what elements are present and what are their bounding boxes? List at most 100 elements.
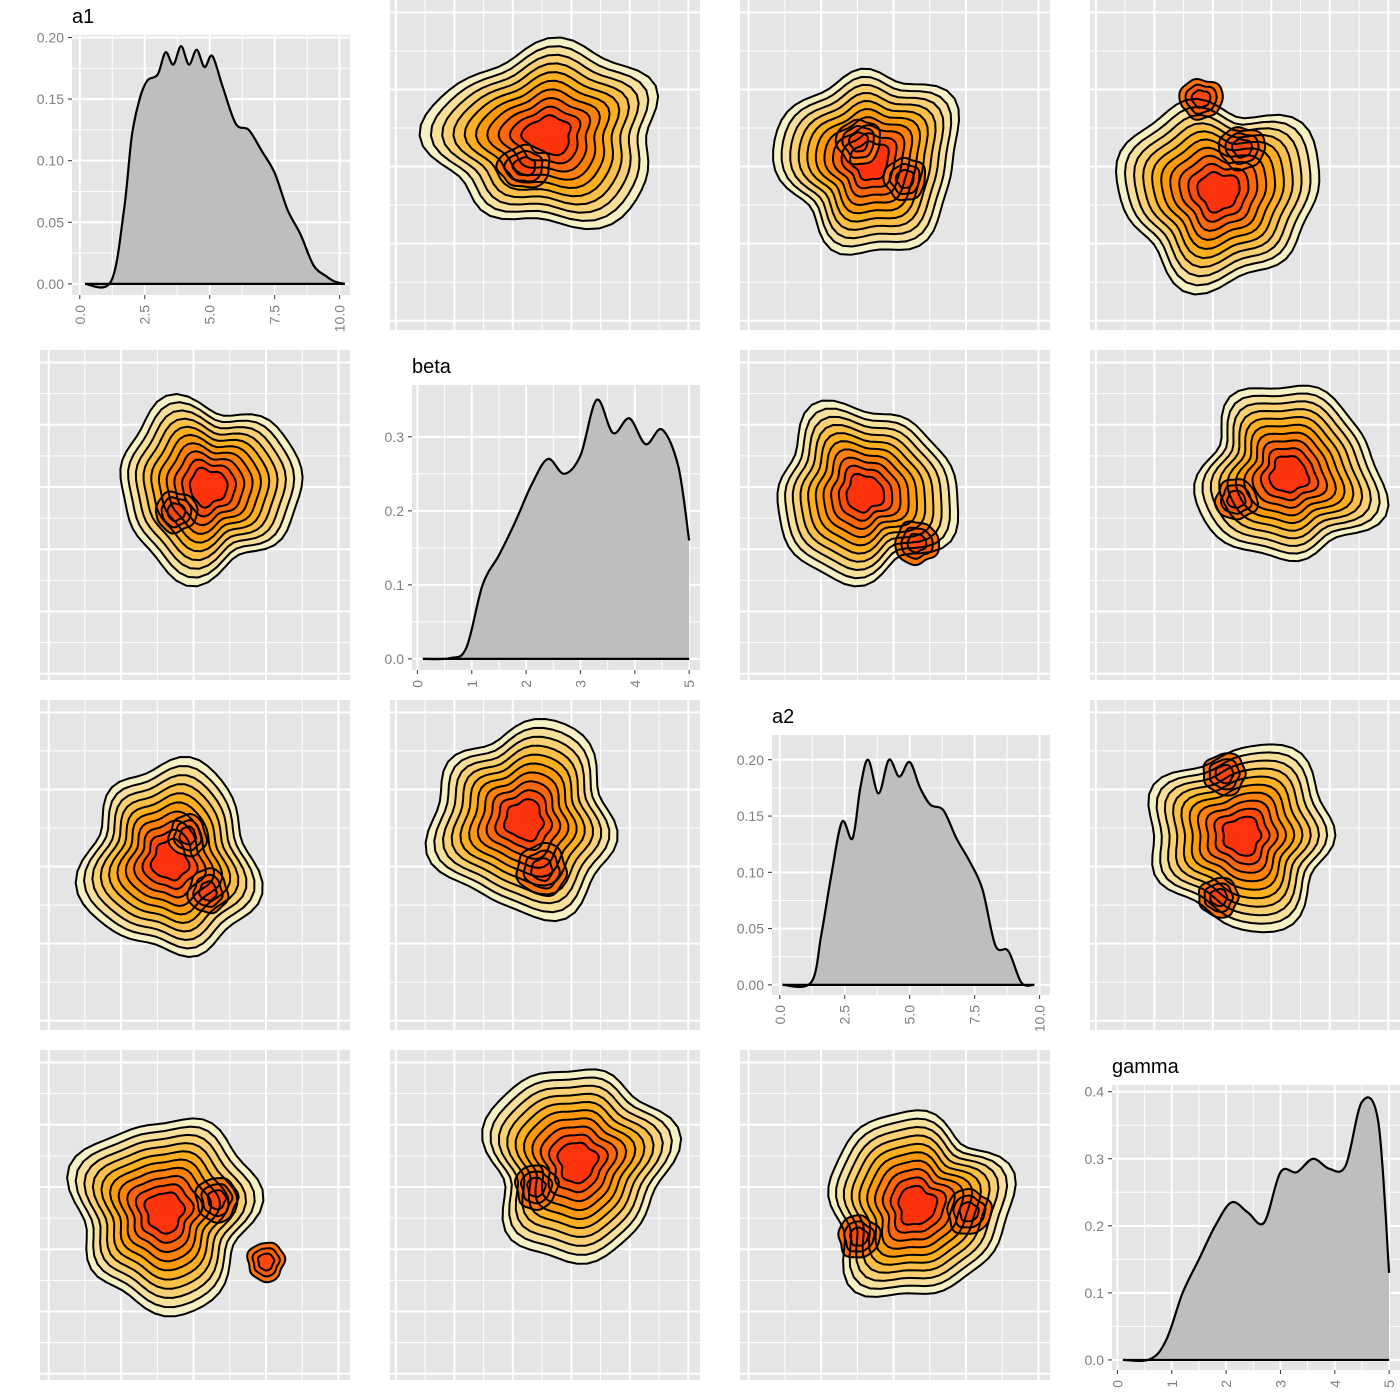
- contour-line: [789, 83, 945, 240]
- x-tick-label: 4: [627, 680, 643, 688]
- contour-line: [494, 789, 553, 852]
- contour-line: [1172, 767, 1312, 908]
- density-contours: [1147, 743, 1337, 934]
- density-contours: [1193, 384, 1390, 563]
- contour-line: [835, 1117, 1009, 1290]
- contour-line: [83, 1133, 248, 1299]
- contour-line: [1209, 400, 1372, 547]
- contour-line: [1201, 392, 1381, 555]
- contour-line: [503, 149, 544, 183]
- contour-line: [1234, 423, 1346, 525]
- contour-line: [450, 744, 594, 896]
- density-contours: [827, 1109, 1017, 1298]
- contour-line: [1188, 783, 1296, 891]
- density-contours: [424, 717, 619, 923]
- contour-line: [441, 735, 603, 905]
- contour-line: [166, 502, 187, 523]
- contour-line: [158, 433, 263, 544]
- contour-line: [889, 1176, 948, 1234]
- contour-line: [1155, 751, 1329, 925]
- y-tick-label: 0.2: [1085, 1218, 1105, 1234]
- contour-line: [1202, 752, 1247, 797]
- contour-line: [1226, 489, 1247, 509]
- contour-line: [66, 1117, 265, 1318]
- contour-panel-beta-vs-gamma: [1090, 350, 1400, 680]
- contour-line: [165, 442, 254, 535]
- contour-line: [814, 440, 919, 547]
- density-contours: [481, 1068, 683, 1265]
- x-tick-label: 4: [1327, 1380, 1343, 1388]
- density-area-beta: [422, 399, 690, 660]
- density-area-a2: [782, 759, 1035, 987]
- contour-line: [1133, 113, 1303, 278]
- y-tick-label: 0.10: [37, 153, 64, 169]
- x-tick-label: 5.0: [202, 305, 218, 325]
- contour-line: [1268, 455, 1311, 494]
- contour-line: [1214, 764, 1235, 785]
- contour-line: [502, 798, 545, 843]
- contour-line: [523, 1109, 637, 1221]
- contour-line: [74, 755, 264, 959]
- contour-line: [784, 407, 951, 580]
- y-tick-label: 0.3: [1085, 1151, 1105, 1167]
- density-contours: [66, 1117, 287, 1318]
- heat-level: [1222, 816, 1262, 856]
- x-tick-label: 2.5: [837, 1005, 853, 1025]
- contour-panel-a1-vs-gamma: [1090, 0, 1400, 330]
- heat-level: [207, 1190, 227, 1210]
- contour-line: [74, 1125, 256, 1309]
- x-tick-label: 1: [1164, 1380, 1180, 1388]
- contour-panel-a2-vs-gamma: [1090, 700, 1400, 1030]
- contour-line: [178, 825, 198, 846]
- y-tick-label: 0.15: [737, 808, 764, 824]
- x-tick-label: 3: [1272, 1380, 1288, 1388]
- density-area-a1: [85, 46, 345, 288]
- contour-line: [823, 116, 914, 207]
- y-tick-label: 0.2: [385, 503, 405, 519]
- contour-line: [1208, 758, 1241, 791]
- contour-line: [958, 1201, 980, 1223]
- contour-line: [520, 114, 572, 157]
- density-area-gamma: [1122, 1097, 1390, 1361]
- heat-level: [848, 132, 868, 152]
- contour-line: [832, 124, 906, 198]
- density-heat: [1194, 385, 1389, 562]
- y-tick-label: 0.00: [37, 276, 64, 292]
- heat-level: [846, 473, 884, 513]
- contour-line: [1243, 431, 1337, 517]
- heat-level: [144, 1192, 186, 1234]
- contour-line: [1203, 882, 1235, 913]
- contour-line: [837, 1214, 882, 1259]
- density-panel-gamma: gamma 0.0 0.1 0.2 0.3 0.4 0 1 2 3 4 5: [1085, 1056, 1400, 1388]
- contour-line: [1190, 89, 1212, 109]
- contour-line: [906, 532, 928, 554]
- contour-line: [882, 156, 927, 202]
- contour-line: [897, 1184, 939, 1226]
- contour-line: [1169, 146, 1268, 242]
- contour-line: [476, 771, 570, 869]
- contour-line: [858, 1142, 982, 1266]
- density-contours: [418, 36, 660, 231]
- contour-line: [149, 837, 191, 882]
- contour-line: [1196, 170, 1241, 214]
- contour-panel-a1-vs-beta: [390, 0, 700, 330]
- y-tick-label: 0.05: [37, 214, 64, 230]
- contour-line: [1205, 799, 1279, 874]
- contour-line: [894, 168, 915, 190]
- contour-line: [799, 423, 935, 563]
- contour-line: [160, 496, 193, 529]
- contour-line: [441, 53, 640, 214]
- contour-line: [186, 867, 230, 915]
- contour-line: [952, 1194, 987, 1229]
- contour-line: [894, 520, 941, 567]
- density-panel-a1: a1 0.00 0.05 0.10 0.15 0.20 0.0 2.5 5.0 7.5 10.0: [37, 6, 350, 332]
- heat-level: [199, 881, 217, 901]
- contour-line: [134, 409, 287, 570]
- contour-line: [515, 841, 569, 898]
- contour-line: [141, 828, 199, 891]
- contour-line: [497, 96, 592, 173]
- contour-line: [100, 1150, 230, 1281]
- x-tick-label: 5.0: [902, 1005, 918, 1025]
- contour-line: [200, 1183, 234, 1218]
